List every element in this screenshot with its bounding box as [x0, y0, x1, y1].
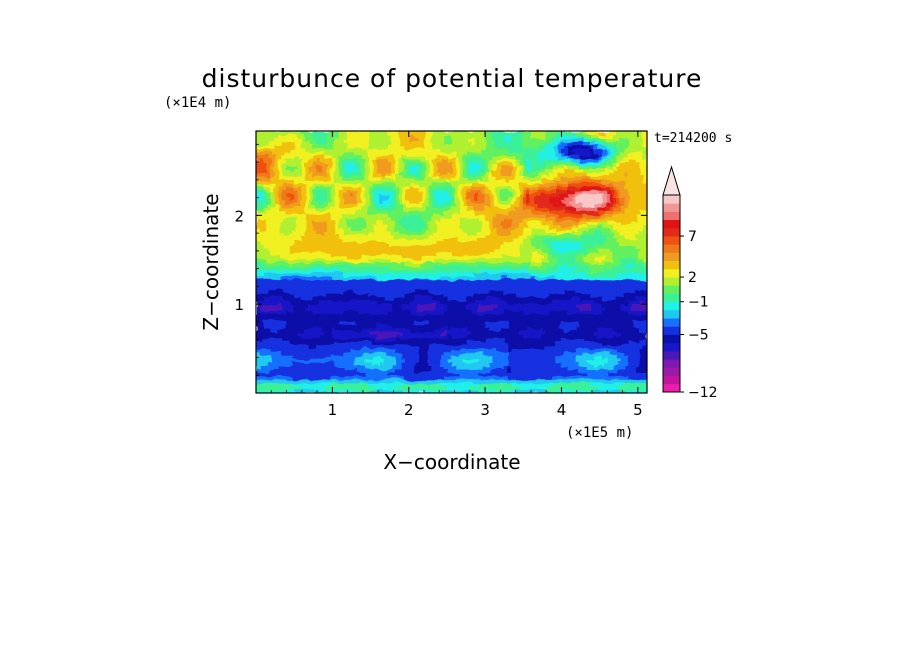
- colorbar-segment: [663, 203, 680, 212]
- colorbar-extend-arrow: [662, 165, 681, 196]
- colorbar-segment: [663, 301, 680, 311]
- colorbar-segment: [663, 285, 680, 294]
- colorbar-segment: [663, 268, 680, 278]
- colorbar-segment: [663, 342, 680, 352]
- y-unit-label: (×1E4 m): [164, 95, 231, 111]
- colorbar-segment: [663, 318, 680, 327]
- colorbar-segment: [663, 293, 680, 303]
- colorbar-segment: [663, 334, 680, 344]
- colorbar: 7 2 −1 −5 −12: [662, 165, 718, 401]
- colorbar-segment: [663, 236, 680, 245]
- y-axis-title: Z−coordinate: [199, 193, 223, 330]
- colorbar-segment: [663, 195, 680, 204]
- colorbar-tick-label: −1: [688, 295, 709, 311]
- y-tick-label: 1: [234, 296, 244, 314]
- x-tick-label: 5: [633, 401, 643, 419]
- time-label: t=214200 s: [654, 131, 732, 146]
- chart-title: disturbunce of potential temperature: [202, 64, 703, 93]
- x-tick-label: 4: [557, 401, 567, 419]
- colorbar-tick-label: 2: [688, 270, 697, 286]
- colorbar-segment: [663, 309, 680, 319]
- colorbar-segment: [663, 244, 680, 253]
- colorbar-segment: [663, 367, 680, 376]
- x-tick-label: 2: [404, 401, 414, 419]
- colorbar-segment: [663, 211, 680, 221]
- x-axis-title: X−coordinate: [383, 450, 520, 474]
- colorbar-segment: [663, 383, 680, 393]
- contour-field: [256, 131, 647, 393]
- colorbar-segment: [663, 260, 680, 270]
- x-tick-label: 3: [480, 401, 490, 419]
- plot-frame: [255, 130, 648, 394]
- colorbar-frame: [662, 194, 681, 393]
- colorbar-segment: [663, 375, 680, 385]
- colorbar-tick-label: −12: [688, 385, 718, 401]
- y-tick-label: 2: [234, 207, 244, 225]
- colorbar-segment: [663, 326, 680, 335]
- colorbar-segment: [663, 350, 680, 360]
- x-tick-label: 1: [328, 401, 338, 419]
- colorbar-segment: [663, 219, 680, 229]
- colorbar-segment: [663, 359, 680, 368]
- x-unit-label: (×1E5 m): [566, 425, 633, 441]
- x-axis: 1 2 3 4 5: [270, 131, 643, 419]
- colorbar-tick-label: 7: [688, 229, 697, 245]
- colorbar-tick-label: −5: [688, 328, 709, 344]
- colorbar-segment: [663, 252, 680, 262]
- y-axis: 12: [234, 143, 647, 376]
- colorbar-segment: [663, 277, 680, 286]
- colorbar-segment: [663, 227, 680, 237]
